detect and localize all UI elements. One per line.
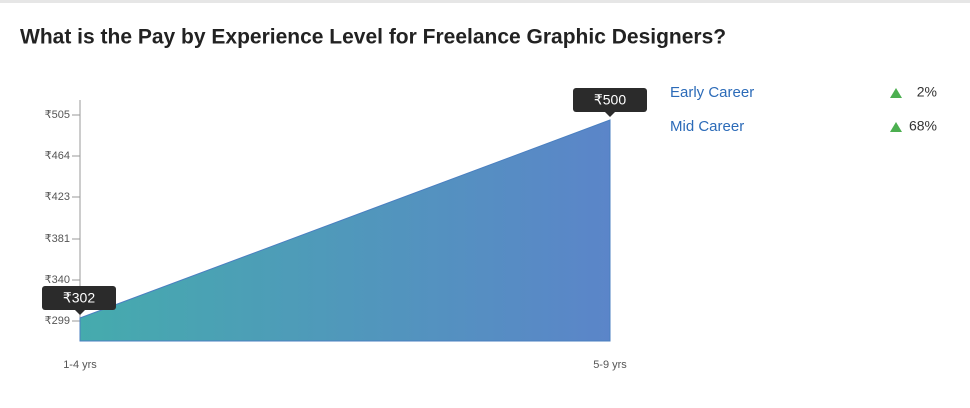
y-tick-label: ₹423: [45, 191, 70, 203]
stat-change: 68%: [909, 118, 937, 134]
up-arrow: [890, 122, 902, 132]
stat-change: 2%: [917, 84, 937, 100]
chart-title: What is the Pay by Experience Level for …: [20, 26, 726, 49]
stat-label: Mid Career: [670, 118, 744, 135]
x-tick-label: 1-4 yrs: [63, 359, 97, 371]
value-label: ₹500: [594, 92, 626, 108]
y-tick-label: ₹505: [45, 109, 70, 121]
up-arrow: [890, 88, 902, 98]
value-tooltip: [573, 88, 647, 112]
y-tick-label: ₹340: [45, 274, 70, 286]
value-label: ₹302: [63, 290, 95, 306]
tooltip-pointer: [605, 112, 615, 117]
value-tooltip: [42, 286, 116, 310]
y-tick-label: ₹381: [45, 233, 70, 245]
tooltip-pointer: [75, 310, 85, 315]
y-tick-label: ₹464: [45, 150, 70, 162]
stat-label: Early Career: [670, 84, 754, 101]
top-border: [0, 0, 970, 3]
x-tick-label: 5-9 yrs: [593, 359, 627, 371]
y-tick-label: ₹299: [45, 315, 70, 327]
area: [79, 119, 611, 342]
